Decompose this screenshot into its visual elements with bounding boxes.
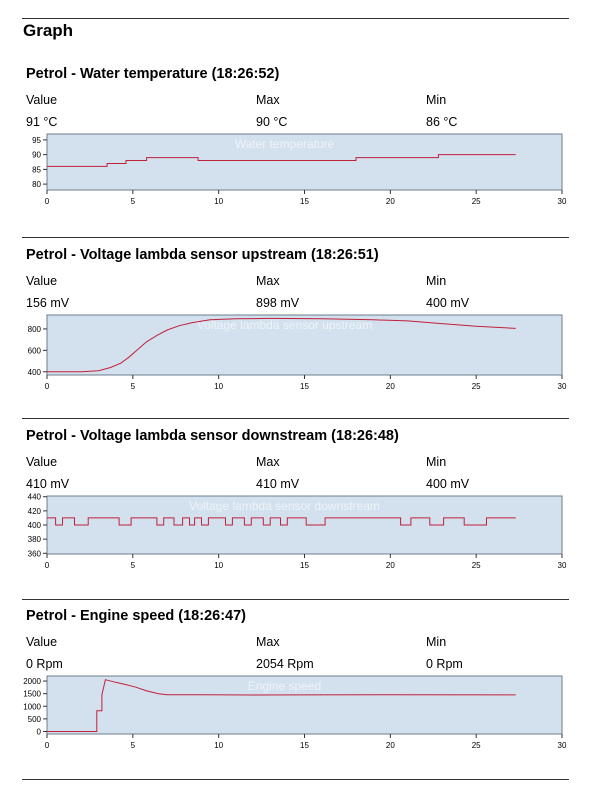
series-line — [47, 517, 516, 526]
y-tick-label: 380 — [28, 535, 42, 544]
x-tick-label: 30 — [558, 561, 567, 570]
x-tick-label: 0 — [45, 741, 50, 750]
min-value: 400 mV — [426, 296, 470, 310]
x-tick-label: 10 — [214, 197, 223, 206]
chart-section: Petrol - Water temperature (18:26:52) Va… — [0, 64, 612, 244]
x-tick-label: 15 — [300, 382, 309, 391]
x-tick-label: 15 — [300, 197, 309, 206]
section-divider — [22, 418, 569, 419]
x-tick-label: 0 — [45, 561, 50, 570]
x-tick-label: 0 — [45, 197, 50, 206]
y-tick-label: 80 — [32, 180, 41, 189]
min-value: 86 °C — [426, 115, 458, 129]
min-value: 0 Rpm — [426, 657, 463, 671]
line-chart: Voltage lambda sensor downstream 0 5 10 15 20… — [28, 493, 567, 570]
section-title: Petrol - Voltage lambda sensor downstrea… — [26, 428, 399, 444]
line-chart: Engine speed 0 5 10 15 20 25 30 0 500 1000 1500 2000 — [23, 675, 567, 750]
y-tick-label: 800 — [28, 325, 42, 334]
y-tick-label: 0 — [37, 727, 42, 736]
series-line — [47, 317, 516, 373]
value-header: Value — [26, 274, 58, 288]
value-header: Value — [26, 93, 58, 107]
current-value: 156 mV — [26, 296, 70, 310]
max-value: 90 °C — [256, 115, 288, 129]
x-tick-label: 5 — [131, 382, 136, 391]
max-header: Max — [256, 93, 280, 107]
y-tick-label: 95 — [32, 136, 41, 145]
page-title: Graph — [23, 21, 74, 40]
min-value: 400 mV — [426, 477, 470, 491]
min-header: Min — [426, 455, 447, 469]
max-header: Max — [256, 274, 280, 288]
x-tick-label: 5 — [131, 197, 136, 206]
x-tick-label: 10 — [214, 741, 223, 750]
max-value: 898 mV — [256, 296, 300, 310]
chart-title: Engine speed — [248, 679, 321, 693]
y-tick-label: 400 — [28, 368, 42, 377]
chart-section: Petrol - Voltage lambda sensor upstream … — [0, 245, 612, 425]
x-tick-label: 5 — [131, 741, 136, 750]
section-divider — [22, 237, 569, 238]
x-tick-label: 20 — [386, 382, 395, 391]
chart-section: Petrol - Voltage lambda sensor downstrea… — [0, 426, 612, 606]
max-header: Max — [256, 635, 280, 649]
line-chart: Voltage lambda sensor upstream 0 5 10 15 20 25… — [28, 314, 567, 391]
max-value: 2054 Rpm — [256, 657, 314, 671]
x-tick-label: 20 — [386, 741, 395, 750]
series-line — [47, 154, 516, 167]
y-tick-label: 600 — [28, 346, 42, 355]
max-value: 410 mV — [256, 477, 300, 491]
y-tick-label: 85 — [32, 165, 41, 174]
x-tick-label: 15 — [300, 741, 309, 750]
line-chart: Water temperature 0 5 10 15 20 25 30 80 85 90 95 — [32, 133, 567, 206]
x-tick-label: 10 — [214, 561, 223, 570]
x-tick-label: 20 — [386, 561, 395, 570]
series-line — [47, 679, 516, 732]
chart-title: Voltage lambda sensor downstream — [189, 499, 380, 513]
x-tick-label: 25 — [472, 382, 481, 391]
x-tick-label: 5 — [131, 561, 136, 570]
chart-title: Water temperature — [235, 137, 335, 151]
section-divider — [22, 779, 569, 780]
plot-area — [46, 133, 563, 191]
x-tick-label: 30 — [558, 382, 567, 391]
top-rule — [22, 18, 569, 19]
x-tick-label: 10 — [214, 382, 223, 391]
current-value: 0 Rpm — [26, 657, 63, 671]
y-tick-label: 360 — [28, 549, 42, 558]
current-value: 91 °C — [26, 115, 58, 129]
chart-section: Petrol - Engine speed (18:26:47) Value M… — [0, 606, 612, 786]
y-tick-label: 1000 — [23, 702, 41, 711]
plot-area — [46, 675, 563, 735]
x-tick-label: 25 — [472, 197, 481, 206]
section-title: Petrol - Engine speed (18:26:47) — [26, 608, 246, 624]
value-header: Value — [26, 635, 58, 649]
x-tick-label: 30 — [558, 197, 567, 206]
x-tick-label: 25 — [472, 741, 481, 750]
min-header: Min — [426, 635, 447, 649]
y-tick-label: 400 — [28, 521, 42, 530]
y-tick-label: 440 — [28, 493, 42, 502]
max-header: Max — [256, 455, 280, 469]
min-header: Min — [426, 274, 447, 288]
min-header: Min — [426, 93, 447, 107]
y-tick-label: 500 — [28, 715, 42, 724]
chart-title: Voltage lambda sensor upstream — [197, 318, 372, 332]
x-tick-label: 15 — [300, 561, 309, 570]
x-tick-label: 0 — [45, 382, 50, 391]
x-tick-label: 30 — [558, 741, 567, 750]
plot-area — [46, 314, 563, 376]
x-tick-label: 25 — [472, 561, 481, 570]
y-tick-label: 1500 — [23, 690, 41, 699]
y-tick-label: 90 — [32, 151, 41, 160]
section-title: Petrol - Water temperature (18:26:52) — [26, 66, 280, 82]
y-tick-label: 2000 — [23, 677, 41, 686]
section-title: Petrol - Voltage lambda sensor upstream … — [26, 247, 379, 263]
section-divider — [22, 599, 569, 600]
x-tick-label: 20 — [386, 197, 395, 206]
value-header: Value — [26, 455, 58, 469]
y-tick-label: 420 — [28, 507, 42, 516]
current-value: 410 mV — [26, 477, 70, 491]
